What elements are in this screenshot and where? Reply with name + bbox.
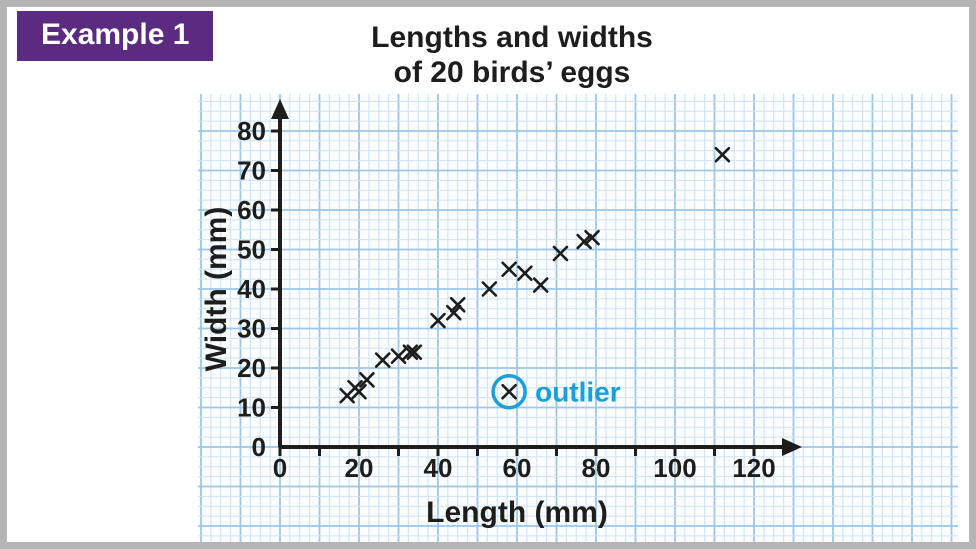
data-point-marker [402,344,419,361]
data-point-marker [481,281,498,297]
outlier-point-marker [501,383,517,400]
example-badge-label: Example 1 [41,18,190,51]
x-tick-label: 20 [345,453,374,483]
data-point-marker [374,352,391,368]
data-point-marker [552,245,569,262]
tick-marks [271,129,756,456]
data-point-marker [517,265,533,281]
x-axis-title: Length (mm) [426,496,608,529]
x-tick-label: 100 [653,453,696,483]
y-tick-label: 60 [237,195,266,225]
y-tick-label: 20 [237,353,266,383]
data-point-marker [351,383,367,400]
x-tick-label: 120 [732,453,775,483]
y-tick-label: 50 [237,235,266,265]
y-tick-label: 30 [237,314,266,344]
data-point-marker [406,344,423,361]
x-tick-label: 80 [582,453,611,483]
chart-title: Lengths and widths of 20 birds’ eggs [371,21,653,90]
data-point-marker [584,229,600,246]
outlier-label: outlier [535,377,621,408]
y-tick-label: 70 [237,156,266,186]
y-axis-title: Width (mm) [200,207,233,372]
data-point-marker [449,297,466,313]
grid [198,94,958,542]
data-point-marker [359,372,375,388]
data-point-marker [446,304,462,321]
y-tick-label: 0 [252,432,266,462]
x-axis-arrow [782,438,802,456]
example-badge: Example 1 [17,11,214,61]
chart-title-line2: of 20 birds’ eggs [393,55,631,89]
y-tick-label: 80 [237,116,266,146]
data-point-marker [532,277,549,293]
data-point-marker [430,312,446,329]
y-tick-label: 40 [237,274,266,304]
graph-paper: 0 20 40 60 80 100 120 0 10 20 30 40 50 60 70 80 Length (… [198,94,958,542]
data-point-marker [501,261,517,278]
outlier-circle [491,373,527,410]
data-point-marker [714,146,731,163]
y-tick-label: 10 [237,393,266,423]
x-tick-label: 40 [424,453,453,483]
y-axis-arrow [271,99,289,119]
data-point-marker [576,233,592,250]
x-tick-label: 0 [273,453,287,483]
x-tick-label: 60 [503,453,532,483]
data-points [339,146,731,404]
chart-title-line1: Lengths and widths [371,21,653,54]
data-point-marker [390,348,407,364]
